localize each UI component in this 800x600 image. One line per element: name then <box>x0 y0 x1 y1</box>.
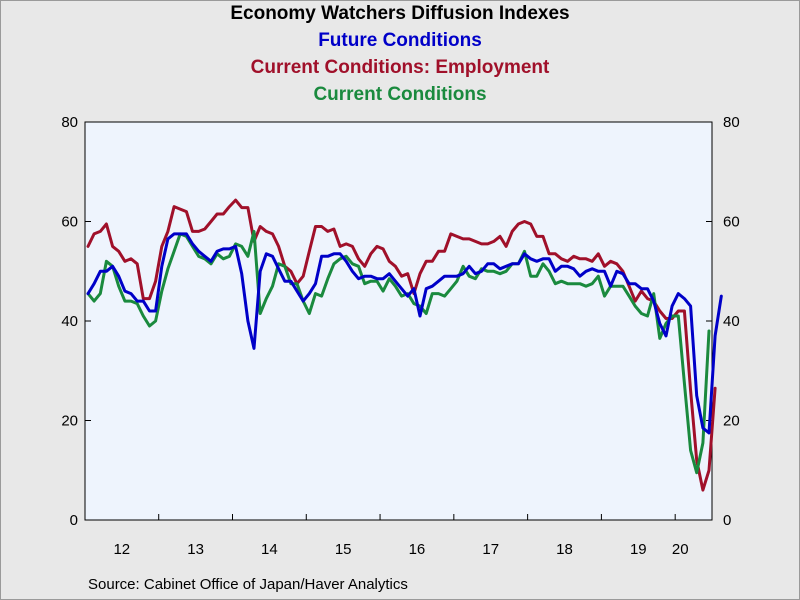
chart-titles: Economy Watchers Diffusion Indexes Futur… <box>0 0 800 108</box>
x-tick-label: 20 <box>672 541 689 558</box>
x-tick-label: 12 <box>113 541 130 558</box>
y-tick-label-right: 20 <box>723 413 740 430</box>
source-note: Source: Cabinet Office of Japan/Haver An… <box>88 576 408 593</box>
x-tick-label: 19 <box>630 541 647 558</box>
x-tick-label: 18 <box>556 541 573 558</box>
y-tick-label-left: 20 <box>61 413 78 430</box>
y-tick-label-left: 0 <box>70 512 78 529</box>
y-tick-label-left: 80 <box>61 114 78 131</box>
x-tick-label: 16 <box>409 541 426 558</box>
y-tick-label-right: 40 <box>723 313 740 330</box>
chart-title: Economy Watchers Diffusion Indexes <box>230 3 570 24</box>
y-tick-label-right: 80 <box>723 114 740 131</box>
legend-title-current-conditions: Current Conditions <box>313 84 487 105</box>
y-tick-label-right: 0 <box>723 512 731 529</box>
y-tick-label-left: 40 <box>61 313 78 330</box>
x-tick-label: 13 <box>187 541 204 558</box>
x-tick-label: 14 <box>261 541 278 558</box>
x-tick-label: 17 <box>482 541 499 558</box>
y-tick-label-right: 60 <box>723 214 740 231</box>
x-tick-label: 15 <box>335 541 352 558</box>
plot-area <box>84 121 713 521</box>
series-line-current-conditions-employment <box>86 198 717 492</box>
y-tick-label-left: 60 <box>61 214 78 231</box>
series-line-future-conditions <box>86 232 723 435</box>
legend-title-current-employment: Current Conditions: Employment <box>250 57 550 78</box>
legend-title-future-conditions: Future Conditions <box>318 30 482 51</box>
